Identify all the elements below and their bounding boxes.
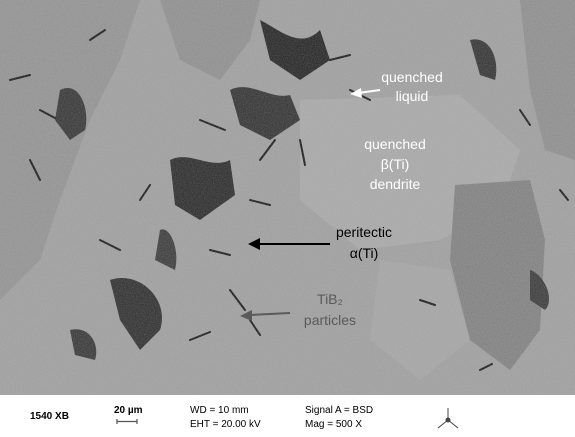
annotation-text: β(Ti) — [381, 156, 410, 172]
signal: Signal A = BSD — [305, 405, 373, 416]
scale-label: 20 µm — [114, 405, 143, 416]
annotation-text: dendrite — [370, 176, 421, 192]
annotation-text: α(Ti) — [350, 245, 379, 261]
sem-image — [0, 0, 575, 395]
info-bar: 1540 XB 20 µm WD = 10 mm EHT = 20.00 kV … — [0, 395, 575, 437]
magnification: Mag = 500 X — [305, 419, 362, 430]
working-distance: WD = 10 mm — [190, 405, 249, 416]
micrograph-figure: quenched liquid quenched β(Ti) dendrite … — [0, 0, 575, 437]
annotation-text: quenched — [364, 136, 426, 152]
eht: EHT = 20.00 kV — [190, 419, 261, 430]
annotation-text: quenched — [381, 69, 443, 85]
sample-id: 1540 XB — [30, 411, 69, 422]
annotation-text: TiB₂ — [317, 291, 343, 307]
page: quenched liquid quenched β(Ti) dendrite … — [0, 0, 575, 437]
annotation-text: particles — [304, 312, 356, 328]
annotation-text: peritectic — [336, 224, 392, 240]
annotation-text: liquid — [396, 88, 429, 104]
